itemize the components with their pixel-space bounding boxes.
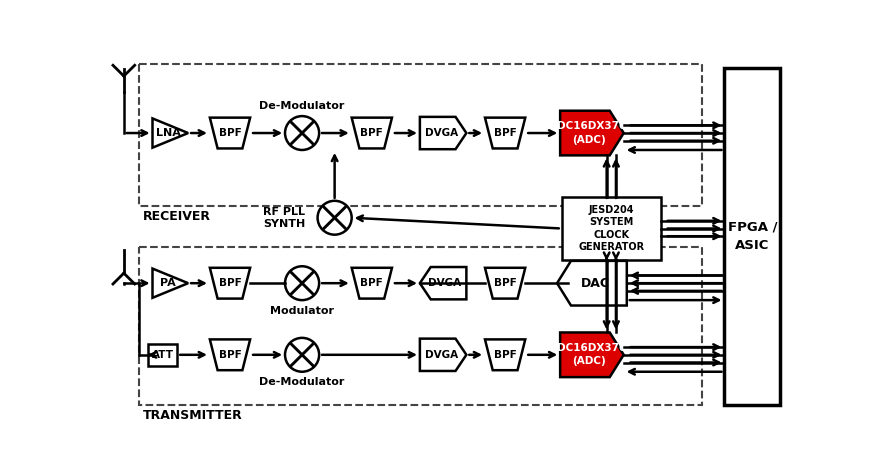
Polygon shape (420, 117, 466, 149)
Polygon shape (559, 333, 623, 377)
Text: DVGA: DVGA (428, 278, 461, 288)
Text: TRANSMITTER: TRANSMITTER (142, 409, 242, 422)
Text: DVGA: DVGA (425, 350, 457, 360)
Text: PA: PA (160, 278, 176, 288)
Text: FPGA /
ASIC: FPGA / ASIC (727, 221, 776, 252)
Text: BPF: BPF (219, 128, 241, 138)
Text: BPF: BPF (219, 350, 241, 360)
Text: ATT: ATT (151, 350, 173, 360)
Polygon shape (485, 340, 525, 370)
Polygon shape (210, 268, 250, 298)
Polygon shape (351, 118, 392, 149)
Bar (723, 68, 780, 405)
Circle shape (284, 266, 319, 300)
Polygon shape (557, 261, 626, 305)
Text: BPF: BPF (493, 128, 516, 138)
Text: De-Modulator: De-Modulator (259, 377, 344, 387)
Circle shape (284, 116, 319, 150)
Text: RF PLL
SYNTH: RF PLL SYNTH (263, 206, 305, 229)
Text: Modulator: Modulator (270, 306, 334, 316)
Text: BPF: BPF (493, 278, 516, 288)
Circle shape (284, 338, 319, 372)
Polygon shape (152, 119, 188, 148)
Polygon shape (152, 269, 188, 298)
Text: DVGA: DVGA (425, 128, 457, 138)
Text: BPF: BPF (360, 278, 383, 288)
Polygon shape (485, 268, 525, 298)
Bar (140, 247, 702, 405)
Circle shape (317, 201, 351, 235)
Text: BPF: BPF (493, 350, 516, 360)
Text: JESD204
SYSTEM
CLOCK
GENERATOR: JESD204 SYSTEM CLOCK GENERATOR (578, 205, 644, 252)
Bar (148, 344, 177, 366)
Bar (140, 64, 702, 206)
Text: LNA: LNA (155, 128, 180, 138)
Text: BPF: BPF (219, 278, 241, 288)
Polygon shape (420, 339, 466, 371)
Polygon shape (210, 118, 250, 149)
Polygon shape (210, 340, 250, 370)
Polygon shape (559, 111, 623, 156)
Text: RECEIVER: RECEIVER (142, 210, 210, 223)
Polygon shape (420, 267, 466, 299)
Polygon shape (485, 118, 525, 149)
Polygon shape (351, 268, 392, 298)
Text: De-Modulator: De-Modulator (259, 101, 344, 111)
Text: ADC16DX370
(ADC): ADC16DX370 (ADC) (550, 121, 627, 145)
Text: BPF: BPF (360, 128, 383, 138)
Bar (561, 197, 660, 260)
Text: ADC16DX370
(ADC): ADC16DX370 (ADC) (550, 343, 627, 367)
Text: DAC: DAC (579, 276, 608, 290)
